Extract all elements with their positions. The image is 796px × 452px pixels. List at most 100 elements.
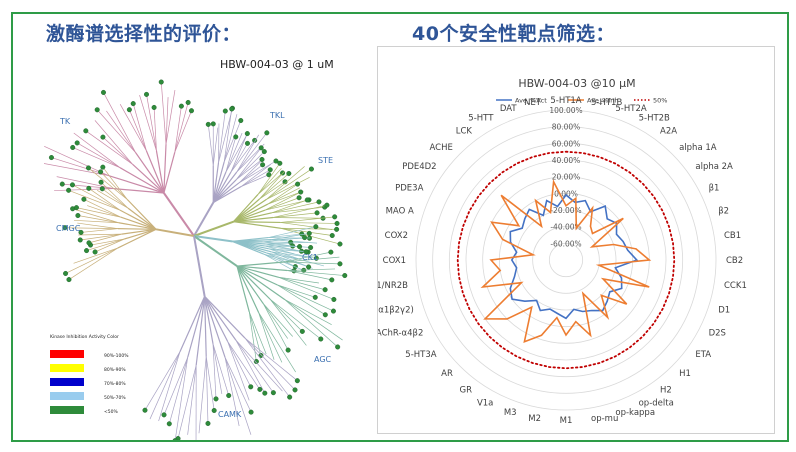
kinase-hit-dot <box>66 277 72 283</box>
kinase-hit-dot <box>324 202 330 208</box>
family-label-tkl: TKL <box>269 111 285 120</box>
radar-category-label: 5-HT1B <box>591 98 622 108</box>
radar-category-label: MAO A <box>386 207 414 217</box>
radar-category-label: D2S <box>709 329 726 339</box>
kinase-hit-dot <box>285 347 291 353</box>
legend-label: 50%-70% <box>104 395 126 401</box>
kinase-family-tk <box>38 79 195 237</box>
kinase-hit-dot <box>130 101 136 107</box>
kinase-hit-dot <box>151 104 157 110</box>
kinase-hit-dot <box>298 189 304 195</box>
kinase-hit-dot <box>322 312 328 318</box>
kinase-hit-dot <box>178 103 184 109</box>
kinase-hit-dot <box>329 277 335 283</box>
kinase-hit-dot <box>303 249 309 255</box>
kinase-family-ste <box>193 160 343 247</box>
family-label-tk: TK <box>59 117 71 126</box>
kinase-activity-legend: Kinase Inhibition Activity Color 90%-100… <box>50 334 129 415</box>
radar-category-label: GABAA(α1β2γ2) <box>378 305 414 315</box>
radar-category-label: 5-HT1A <box>550 96 581 106</box>
radar-category-label: DAT <box>500 104 518 114</box>
radar-category-label: hNR1/NR2B <box>378 281 408 291</box>
radar-category-label: A2A <box>660 127 677 137</box>
radar-category-label: COX2 <box>385 231 408 241</box>
kinase-hit-dot <box>205 121 211 127</box>
radar-category-label: M3 <box>504 408 517 418</box>
kinase-hit-dot <box>266 172 272 178</box>
radar-category-label: β2 <box>718 207 729 217</box>
kinase-hit-dot <box>328 249 334 255</box>
radar-category-label: op-delta <box>639 399 674 409</box>
kinase-hit-dot <box>77 237 83 243</box>
radar-series-ave-inh <box>480 179 652 343</box>
legend-swatch <box>50 392 84 400</box>
radar-category-label: M1 <box>560 416 573 426</box>
kinase-hit-dot <box>161 412 167 418</box>
kinome-tree-panel: HBW-004-03 @ 1 uM TK TKL STE CK1 CMGC AG… <box>38 46 350 452</box>
family-label-ste: STE <box>318 156 333 165</box>
safety-radar-panel: HBW-004-03 @10 μM Ave_%Act Ave_%Inh 50% -6… <box>345 46 775 434</box>
kinome-section-title: 激酶谱选择性的评价： <box>46 23 242 45</box>
radar-tick-label: -40.00% <box>550 223 581 232</box>
radar-category-label: NET <box>524 98 542 108</box>
kinase-hit-dot <box>85 165 91 171</box>
kinase-hit-dot <box>100 89 106 95</box>
radar-category-label: H2 <box>660 385 672 395</box>
family-label-camk: CAMK <box>218 410 242 419</box>
kinase-hit-dot <box>261 149 267 155</box>
content-frame <box>11 12 789 442</box>
kinase-hit-dot <box>337 261 343 267</box>
kinase-hit-dot <box>66 187 72 193</box>
radar-category-label: nAChR-α4β2 <box>378 329 423 339</box>
radar-series-50- <box>456 150 676 370</box>
legend-swatch <box>50 364 84 372</box>
radar-gridline <box>532 226 600 294</box>
kinase-hit-dot <box>210 121 216 127</box>
radar-category-label: 5-HT3A <box>405 350 436 360</box>
kinase-hit-dot <box>342 273 348 279</box>
kinase-hit-dot <box>308 166 314 172</box>
kinase-hit-dot <box>244 140 250 146</box>
radar-category-label: V1a <box>477 399 493 409</box>
radar-legend: Ave_%Act Ave_%Inh 50% <box>496 97 667 105</box>
kinase-hit-dot <box>306 264 312 270</box>
kinase-hit-dot <box>329 233 335 239</box>
kinase-hit-dot <box>100 164 106 170</box>
radar-category-label: β1 <box>709 183 720 193</box>
kinase-hit-dot <box>337 241 343 247</box>
kinase-hit-dot <box>62 225 68 231</box>
kinase-family-camk <box>142 235 300 452</box>
kinase-hit-dot <box>84 248 90 254</box>
kinase-hit-dot <box>262 390 268 396</box>
kinase-hit-dot <box>144 91 150 97</box>
kinase-hit-dot <box>126 107 132 113</box>
legend-label: 80%-90% <box>104 367 126 373</box>
kinase-hit-dot <box>86 185 92 191</box>
radar-gridline <box>415 109 717 411</box>
legend-swatch <box>50 406 84 414</box>
kinase-hit-dot <box>304 197 310 203</box>
kinase-legend-title: Kinase Inhibition Activity Color <box>50 334 119 340</box>
radar-tick-label: 60.00% <box>552 139 581 148</box>
radar-category-label: PDE3A <box>395 183 423 193</box>
legend-label: 90%-100% <box>104 353 129 359</box>
kinase-hit-dot <box>48 155 54 161</box>
radar-category-label: CB1 <box>724 231 741 241</box>
kinase-hit-dot <box>75 213 81 219</box>
kinase-hit-dot <box>185 99 191 105</box>
radar-tick-label: 40.00% <box>552 156 581 165</box>
kinase-hit-dot <box>86 240 92 246</box>
kinase-hit-dot <box>70 144 76 150</box>
radar-category-label: op-kappa <box>615 408 655 418</box>
kinome-tree-diagram: HBW-004-03 @ 1 uM TK TKL STE CK1 CMGC AG… <box>38 58 348 452</box>
kinase-family-agc <box>193 235 348 373</box>
kinase-hit-dot <box>260 162 266 168</box>
kinase-hit-dot <box>277 160 283 166</box>
kinase-hit-dot <box>100 134 106 140</box>
kinase-hit-dot <box>94 107 100 113</box>
kinase-hit-dot <box>248 409 254 415</box>
radar-tick-label: -20.00% <box>550 206 581 215</box>
kinase-hit-dot <box>59 181 65 187</box>
radar-category-label: H1 <box>679 369 691 379</box>
kinase-hit-dot <box>312 294 318 300</box>
